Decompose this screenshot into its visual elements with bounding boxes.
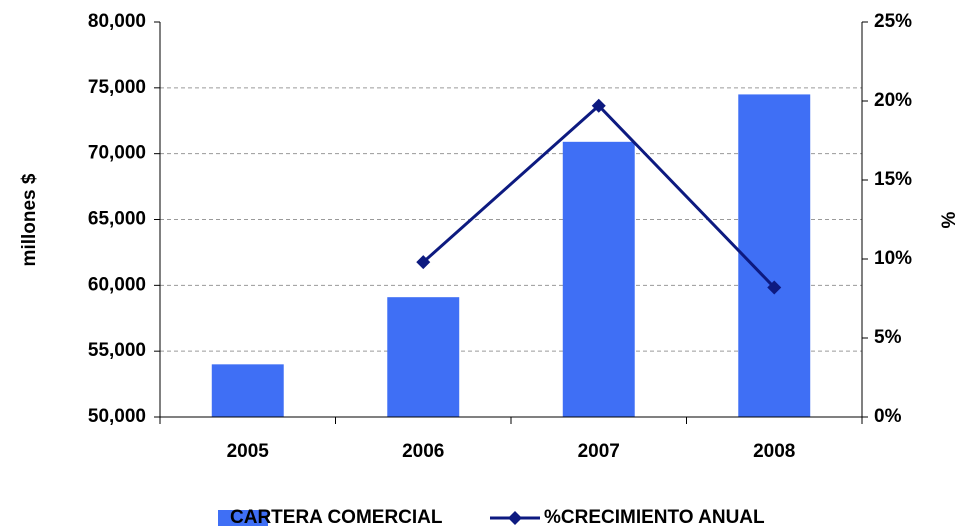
line-marker [416,255,431,270]
y2-tick-label: 0% [874,406,902,427]
bar [387,297,460,417]
legend-swatch [218,510,268,526]
y2-tick-label: 15% [874,169,912,190]
bar [211,364,284,417]
y-tick-label: 70,000 [88,143,146,164]
legend-label: CARTERA COMERCIAL [230,507,443,528]
legend-label: %CRECIMIENTO ANUAL [544,507,765,528]
x-tick-label: 2008 [753,441,795,462]
x-tick-label: 2006 [402,441,444,462]
y2-tick-label: 25% [874,11,912,32]
line-marker [767,280,782,295]
x-tick-label: 2005 [227,441,270,462]
y2-tick-label: 10% [874,248,912,269]
y-tick-label: 75,000 [88,77,146,98]
y-tick-label: 50,000 [88,406,146,427]
bar [738,94,811,418]
x-tick-label: 2007 [578,441,620,462]
bar [562,141,635,418]
y-tick-label: 80,000 [88,11,146,32]
y-tick-label: 65,000 [88,209,146,230]
legend-marker [508,511,522,525]
y-tick-label: 55,000 [88,340,146,361]
y-axis-label: millones $ [19,173,40,266]
y-tick-label: 60,000 [88,274,146,295]
y2-axis-label: % [939,211,960,228]
line-marker [591,98,606,113]
y2-tick-label: 20% [874,90,912,111]
y2-tick-label: 5% [874,327,902,348]
